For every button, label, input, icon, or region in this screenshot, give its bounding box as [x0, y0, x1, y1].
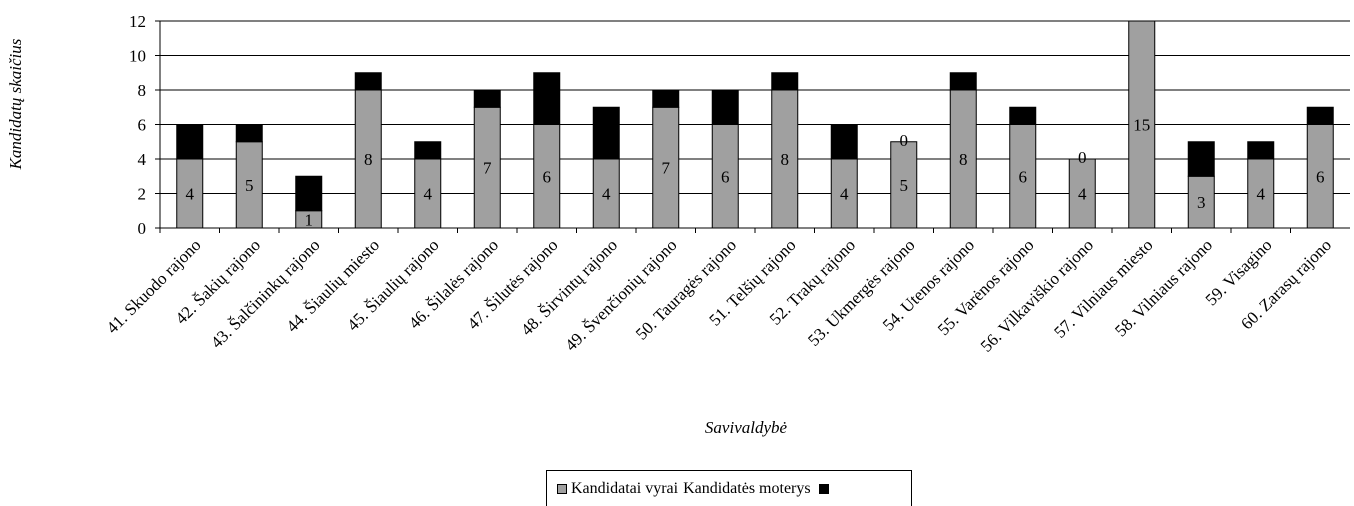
x-tick-label: 53. Ukmergės rajono — [804, 235, 918, 349]
bar-male — [1128, 20, 1156, 229]
bar-female — [414, 141, 442, 160]
data-label: 5 — [900, 176, 909, 195]
x-tick-label: 50. Tauragės rajono — [632, 235, 740, 343]
bar-male — [890, 141, 918, 229]
bar-female — [1247, 141, 1275, 160]
legend-label-female: Kandidatės moterys — [683, 479, 811, 497]
data-label: 7 — [483, 159, 492, 178]
y-tick-label: 6 — [138, 116, 147, 135]
legend-label-male: Kandidatai vyrai — [571, 479, 679, 497]
data-label: 4 — [840, 185, 849, 204]
y-tick-label: 8 — [138, 81, 147, 100]
y-tick-label: 4 — [138, 150, 147, 169]
data-label: 5 — [245, 176, 254, 195]
data-label: 4 — [186, 185, 195, 204]
data-label: 6 — [543, 167, 552, 186]
bar-female — [830, 124, 858, 160]
x-tick-label: 57. Vilniaus miesto — [1050, 235, 1156, 341]
data-label: 4 — [602, 185, 611, 204]
data-label: 6 — [1316, 167, 1325, 186]
bar-male — [711, 124, 739, 229]
data-label: 8 — [959, 150, 968, 169]
x-axis-title: Savivaldybė — [705, 418, 788, 437]
bar-female — [949, 72, 977, 91]
data-label-zero: 0 — [1078, 148, 1087, 167]
data-label: 4 — [1257, 185, 1266, 204]
bar-female — [1009, 106, 1037, 125]
data-label: 1 — [305, 210, 314, 229]
data-label-zero: 0 — [900, 131, 909, 150]
data-label: 7 — [662, 159, 671, 178]
y-axis-title: Kandidatų skaičius — [6, 38, 25, 170]
y-tick-label: 2 — [138, 185, 147, 204]
data-label: 6 — [1019, 167, 1028, 186]
data-label: 6 — [721, 167, 730, 186]
data-label: 3 — [1197, 193, 1206, 212]
y-tick-labels: 0 2 4 6 8 10 12 — [129, 12, 147, 238]
bar-male — [1009, 124, 1037, 229]
data-label: 4 — [1078, 185, 1087, 204]
bar-female — [533, 72, 561, 125]
bar-male — [473, 106, 501, 229]
x-tick-label: 43. Šalčininkų rajono — [207, 235, 324, 352]
bar-female — [1187, 141, 1215, 177]
bar-male — [235, 141, 263, 229]
y-tick-label: 12 — [129, 12, 146, 31]
bar-female — [652, 89, 680, 108]
legend-swatch-female — [818, 483, 829, 494]
data-labels: 4 5 1 8 4 7 6 4 7 6 8 4 5 8 6 4 15 3 4 6 0 0 — [186, 116, 1325, 230]
bar-female — [473, 89, 501, 108]
data-label: 8 — [781, 150, 790, 169]
bar-female — [1306, 106, 1334, 125]
data-label: 4 — [424, 185, 433, 204]
bar-female — [176, 124, 204, 160]
gridlines — [160, 20, 1350, 194]
bar-female — [711, 89, 739, 125]
bar-male — [533, 124, 561, 229]
y-tick-label: 0 — [138, 219, 147, 238]
x-tick-label: 56. Vilkaviškio rajono — [977, 235, 1097, 355]
bar-female — [354, 72, 382, 91]
bar-male — [1068, 158, 1096, 229]
x-tick-label: 49. Švenčionių rajono — [561, 235, 680, 354]
data-label: 8 — [364, 150, 373, 169]
legend: Kandidatai vyrai Kandidatės moterys — [546, 470, 912, 506]
bar-female — [235, 124, 263, 143]
bar-female — [771, 72, 799, 91]
y-tick-label: 10 — [129, 47, 146, 66]
data-label: 15 — [1133, 116, 1150, 135]
bar-female — [295, 175, 323, 212]
legend-swatch-male — [557, 483, 567, 494]
axes — [155, 20, 1350, 233]
bar-female — [592, 106, 620, 160]
